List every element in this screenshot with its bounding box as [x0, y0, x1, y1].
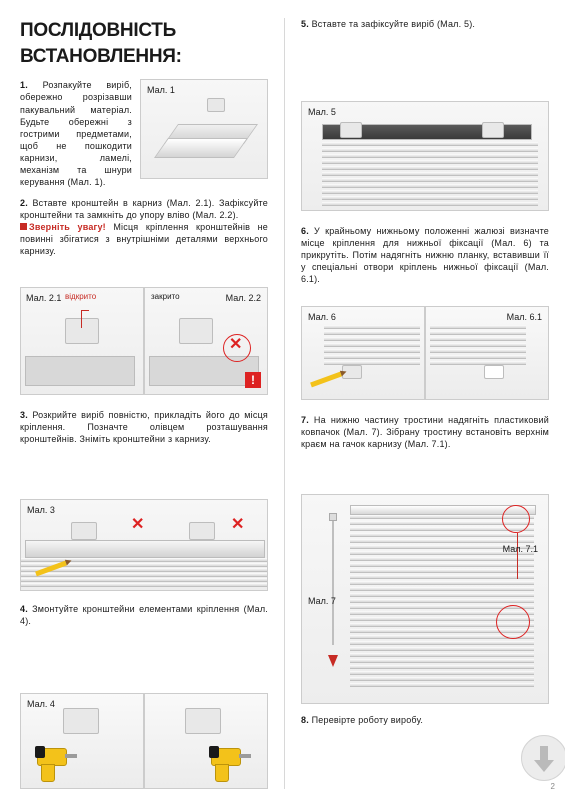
page-number: 2	[551, 782, 555, 793]
step-8-body: Перевірте роботу виробу.	[312, 715, 423, 725]
figure-7-1-label: Мал. 7.1	[503, 543, 538, 555]
attention-label: Зверніть увагу!	[29, 222, 106, 232]
fig61-clip	[484, 365, 504, 379]
column-divider	[284, 18, 285, 789]
figure-5-label: Мал. 5	[308, 106, 336, 118]
page: ПОСЛІДОВНІСТЬ ВСТАНОВЛЕННЯ: 1. Розпакуйт…	[0, 0, 565, 799]
fig4-br2	[185, 708, 221, 734]
drill-icon-2	[205, 742, 253, 782]
step-5-body: Вставте та зафіксуйте виріб (Мал. 5).	[312, 19, 476, 29]
step-7-body: На нижню частину тростини надягніть плас…	[301, 415, 549, 449]
fig21-arrow	[81, 310, 89, 328]
figure-2-2: закрито Мал. 2.2 ✕ !	[144, 287, 268, 395]
figure-2-1-label: Мал. 2.1	[26, 292, 61, 304]
figure-6-row: Мал. 6 Мал. 6.1	[301, 306, 549, 400]
figure-4: Мал. 4	[20, 693, 268, 789]
figure-2-2-label: Мал. 2.2	[226, 292, 261, 304]
fig3-x2-icon: ✕	[231, 514, 244, 536]
figure-2-row: Мал. 2.1 відкрито закрито Мал. 2.2 ✕ !	[20, 287, 268, 395]
step-4-body: Змонтуйте кронштейни елементами кріпленн…	[20, 604, 268, 626]
step-2-body: Вставте кронштейн в карниз (Мал. 2.1). З…	[20, 198, 268, 220]
step-6-text: 6. У крайньому нижньому положенні жалюзі…	[301, 225, 549, 300]
step-8-num: 8.	[301, 715, 309, 725]
fig7-line	[517, 533, 518, 579]
step-2-text: 2. Вставте кронштейн в карниз (Мал. 2.1)…	[20, 197, 268, 281]
figure-3-label: Мал. 3	[27, 504, 55, 516]
step-8-text: 8. Перевірте роботу виробу.	[301, 714, 549, 789]
step-3-num: 3.	[20, 410, 28, 420]
fig7-cord-top	[329, 513, 337, 521]
figure-6: Мал. 6	[301, 306, 425, 400]
right-column: 5. Вставте та зафіксуйте виріб (Мал. 5).…	[301, 18, 549, 789]
tassel-icon	[328, 655, 338, 667]
figure-6-1: Мал. 6.1	[425, 306, 549, 400]
warn-icon: !	[245, 372, 261, 388]
figure-6-label: Мал. 6	[308, 311, 336, 323]
fig22-x-icon: ✕	[229, 334, 242, 356]
fig5-slats	[302, 102, 548, 210]
figure-5: Мал. 5	[301, 101, 549, 211]
figure-4-right	[144, 693, 268, 789]
arrow-down-icon	[521, 735, 565, 781]
step-4-text: 4. Змонтуйте кронштейни елементами кріпл…	[20, 603, 268, 687]
step-6-num: 6.	[301, 226, 309, 236]
figure-3: Мал. 3 ✕ ✕	[20, 499, 268, 591]
step-2-num: 2.	[20, 198, 28, 208]
figure-7-label: Мал. 7	[308, 595, 336, 607]
open-label: відкрито	[65, 292, 96, 303]
figure-2-1: Мал. 2.1 відкрито	[20, 287, 144, 395]
fig3-x1-icon: ✕	[131, 514, 144, 536]
step-6-body: У крайньому нижньому положенні жалюзі ви…	[301, 226, 549, 285]
fig4-br1	[63, 708, 99, 734]
attention-icon	[20, 223, 27, 230]
fig1-rail2	[154, 138, 248, 158]
figure-4-label: Мал. 4	[27, 698, 55, 710]
step-1-body: Розпакуйте виріб, обережно розрізавши па…	[20, 80, 132, 187]
step-4-num: 4.	[20, 604, 28, 614]
figure-6-1-label: Мал. 6.1	[507, 311, 542, 323]
step-7-text: 7. На нижню частину тростини надягніть п…	[301, 414, 549, 489]
figure-4-left: Мал. 4	[20, 693, 144, 789]
figure-1: Мал. 1	[140, 79, 268, 179]
step-5-text: 5. Вставте та зафіксуйте виріб (Мал. 5).	[301, 18, 549, 93]
drill-icon-1	[31, 742, 79, 782]
step-3-body: Розкрийте виріб повністю, прикладіть йог…	[20, 410, 268, 444]
fig1-bracket	[207, 98, 225, 112]
fig22-bracket	[179, 318, 213, 344]
left-column: ПОСЛІДОВНІСТЬ ВСТАНОВЛЕННЯ: 1. Розпакуйт…	[20, 18, 268, 789]
step-5-num: 5.	[301, 19, 309, 29]
step-1-text: 1. Розпакуйте виріб, обережно розрізавши…	[20, 79, 132, 188]
fig7-circ2	[496, 605, 530, 639]
fig3-br2	[189, 522, 215, 540]
figure-1-label: Мал. 1	[147, 84, 175, 96]
figure-7: Мал. 7 Мал. 7.1	[301, 494, 549, 704]
step-3-text: 3. Розкрийте виріб повністю, прикладіть …	[20, 409, 268, 493]
step-1-row: 1. Розпакуйте виріб, обережно розрізавши…	[20, 79, 268, 188]
fig3-br1	[71, 522, 97, 540]
step-1-num: 1.	[20, 80, 28, 90]
close-label: закрито	[151, 292, 180, 303]
step-7-num: 7.	[301, 415, 309, 425]
page-title: ПОСЛІДОВНІСТЬ ВСТАНОВЛЕННЯ:	[20, 18, 268, 69]
fig21-frame	[25, 356, 135, 386]
fig7-cord	[332, 515, 334, 645]
